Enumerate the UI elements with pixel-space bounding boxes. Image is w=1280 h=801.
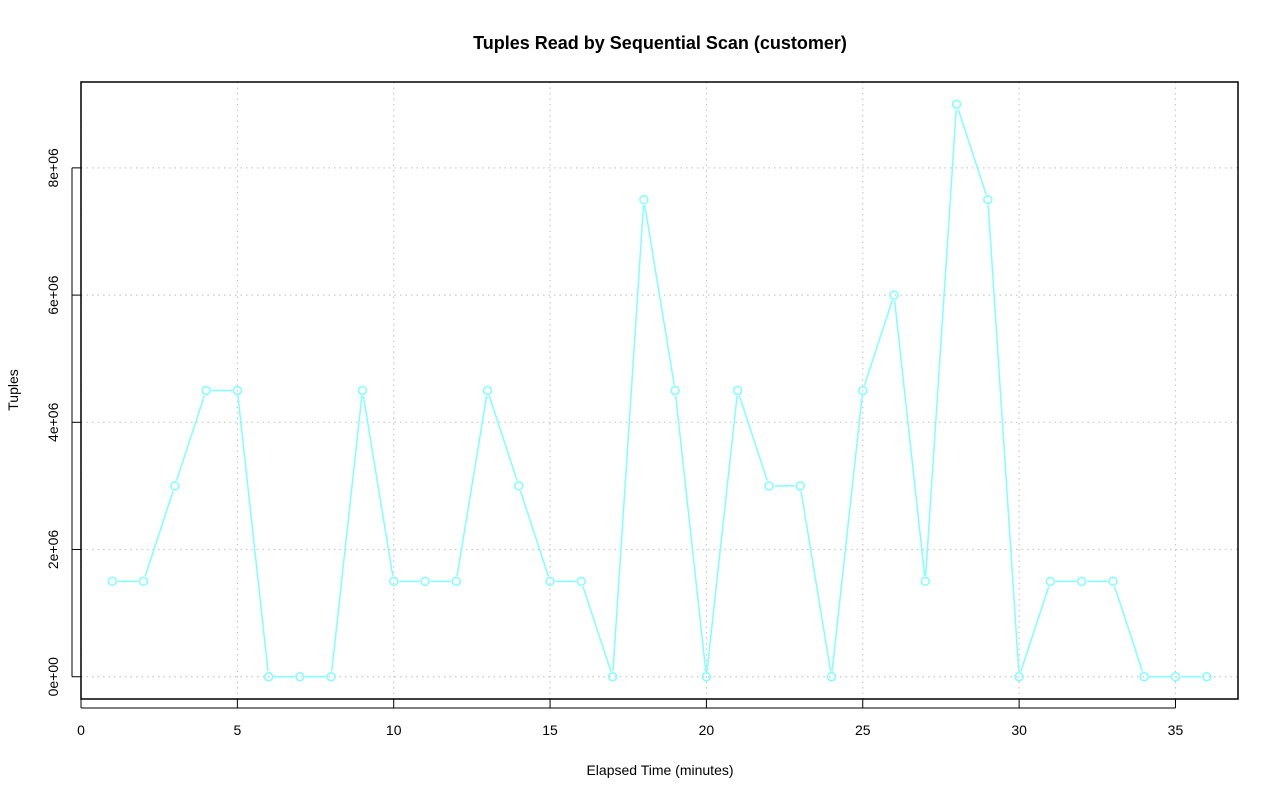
- series-segment: [893, 300, 926, 576]
- series-segment: [644, 204, 675, 386]
- x-tick-label: 5: [233, 722, 241, 738]
- data-point: [295, 671, 305, 682]
- data-point: [889, 290, 899, 300]
- data-point: [826, 671, 837, 682]
- data-point: [1170, 671, 1181, 682]
- data-point: [326, 671, 336, 682]
- series-segment: [519, 490, 550, 577]
- data-point: [1201, 671, 1212, 682]
- data-point: [732, 385, 743, 396]
- y-tick-label: 4e+06: [45, 402, 61, 442]
- x-tick-label: 35: [1168, 722, 1184, 738]
- chart-title: Tuples Read by Sequential Scan (customer…: [473, 33, 847, 53]
- y-tick-label: 8e+06: [45, 148, 61, 188]
- data-point: [795, 481, 805, 491]
- series-segment: [488, 395, 518, 481]
- series: [107, 99, 1212, 682]
- x-axis: 0 5 10 15 20 25 30 35: [77, 699, 1183, 738]
- data-point: [670, 385, 680, 396]
- series-segment: [612, 205, 645, 672]
- data-point: [420, 576, 430, 587]
- data-point: [983, 194, 993, 205]
- x-tick-label: 10: [386, 722, 402, 738]
- y-axis-label: Tuples: [5, 369, 21, 411]
- data-point: [357, 385, 368, 396]
- series-segment: [924, 109, 957, 576]
- data-point: [607, 671, 618, 682]
- data-point: [170, 481, 180, 491]
- series-segment: [331, 395, 363, 672]
- series-segment: [144, 490, 174, 577]
- series-segment: [175, 395, 206, 481]
- series-segment: [674, 395, 707, 672]
- series-segment: [582, 586, 612, 672]
- plot-frame: [80, 81, 1239, 700]
- data-point: [639, 194, 649, 205]
- data-point: [1045, 576, 1056, 587]
- data-point: [545, 576, 555, 587]
- y-axis: 0e+00 2e+06 4e+06 6e+06 8e+06: [45, 148, 81, 696]
- data-point: [1108, 576, 1118, 587]
- data-point: [858, 385, 868, 396]
- data-point: [482, 385, 493, 396]
- x-tick-label: 25: [855, 722, 871, 738]
- data-point: [263, 671, 274, 682]
- series-segment: [1020, 586, 1050, 672]
- series-segment: [738, 395, 768, 481]
- series-segment: [957, 109, 987, 195]
- data-point: [201, 385, 211, 396]
- data-point: [1139, 671, 1149, 682]
- data-point: [232, 385, 243, 396]
- y-tick-label: 0e+00: [45, 657, 61, 697]
- data-point: [764, 481, 774, 491]
- data-point: [951, 99, 962, 110]
- data-point: [138, 576, 149, 587]
- data-point: [920, 576, 931, 587]
- series-segment: [863, 300, 894, 386]
- x-axis-label: Elapsed Time (minutes): [586, 762, 733, 778]
- data-point: [1014, 671, 1024, 682]
- series-segment: [800, 491, 832, 672]
- series-segment: [237, 395, 269, 672]
- data-point: [388, 576, 399, 587]
- series-segment: [706, 395, 738, 672]
- data-point: [576, 576, 587, 587]
- series-segment: [362, 395, 394, 577]
- series-segment: [987, 205, 1020, 672]
- x-tick-label: 0: [77, 722, 85, 738]
- x-tick-label: 20: [699, 722, 715, 738]
- data-point: [107, 576, 118, 587]
- x-tick-label: 30: [1011, 722, 1027, 738]
- series-segment: [456, 395, 488, 577]
- series-segment: [1113, 586, 1144, 672]
- series-segment: [831, 395, 863, 672]
- data-point: [1076, 576, 1087, 587]
- data-point: [514, 481, 524, 491]
- x-tick-label: 15: [542, 722, 558, 738]
- y-tick-label: 2e+06: [45, 530, 61, 570]
- grid: [80, 82, 1238, 699]
- data-point: [701, 671, 712, 682]
- y-tick-label: 6e+06: [45, 275, 61, 315]
- data-point: [451, 576, 461, 587]
